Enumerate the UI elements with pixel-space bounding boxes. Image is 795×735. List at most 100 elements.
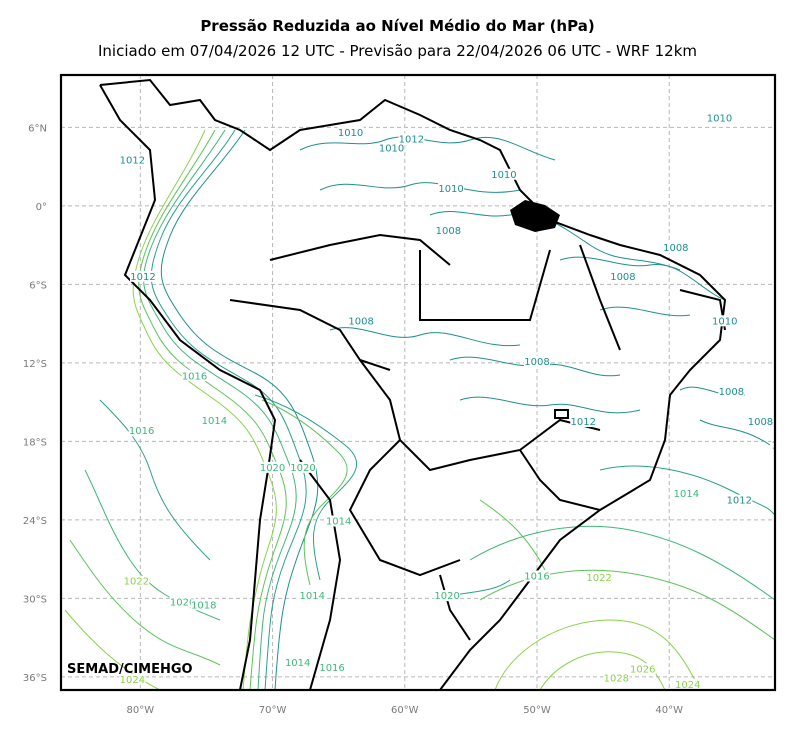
contour-label-bg — [181, 370, 208, 382]
x-tick-label: 50°W — [523, 705, 551, 716]
contour-label: 1010 — [338, 128, 363, 139]
chart-title: Pressão Reduzida ao Nível Médio do Mar (… — [200, 17, 595, 35]
contour-label: 1010 — [772, 441, 795, 452]
contour-label: 1008 — [348, 316, 373, 327]
contour-label: 1010 — [491, 170, 516, 181]
contour-label: 1020 — [260, 463, 285, 474]
contour-label: 1014 — [299, 591, 324, 602]
contour-label: 1008 — [719, 387, 744, 398]
contour-label: 1012 — [571, 417, 596, 428]
contour-label-bg — [434, 590, 461, 602]
contour-label: 1008 — [436, 226, 461, 237]
contour-label: 1012 — [120, 155, 145, 166]
contour-label-bg — [319, 662, 346, 674]
contour-label: 1008 — [524, 357, 549, 368]
y-tick-label: 24°S — [23, 516, 47, 527]
map-frame — [59, 73, 777, 692]
contour-label-bg — [438, 183, 465, 195]
contour-label-bg — [629, 663, 656, 675]
contour-label: 1016 — [182, 371, 207, 382]
contour-label-bg — [299, 590, 326, 602]
contour-label-bg — [259, 461, 286, 473]
contour-label: 1026 — [630, 664, 655, 675]
y-tick-label: 6°N — [28, 123, 47, 134]
chart-subtitle: Iniciado em 07/04/2026 12 UTC - Previsão… — [97, 42, 698, 60]
x-tick-label: 70°W — [259, 705, 287, 716]
contour-label: 1028 — [604, 674, 629, 685]
x-tick-label: 80°W — [127, 705, 155, 716]
contour-label-bg — [726, 494, 753, 506]
contour-label: 1024 — [120, 675, 145, 686]
country-borders — [99, 78, 727, 690]
contour-label-bg — [674, 679, 701, 690]
contour-label-bg — [706, 112, 733, 124]
contour-label: 1016 — [524, 571, 549, 582]
axis-ticks: 80°W 70°W 60°W 50°W 40°W 6°N 0° 6°S 12°S 18°S 24°S… — [23, 123, 683, 716]
contour-label: 1010 — [379, 144, 404, 155]
contour-label-bg — [771, 439, 775, 451]
contour-label: 1024 — [675, 680, 700, 691]
contour-label-bg — [490, 168, 517, 180]
contour-label: 1010 — [707, 113, 732, 124]
contour-label-bg — [662, 242, 689, 254]
contour-label: 1014 — [326, 517, 351, 528]
contour-label: 1012 — [727, 496, 752, 507]
contour-label: 1008 — [663, 243, 688, 254]
contour-label-bg — [348, 315, 375, 327]
contour-label: 1008 — [748, 417, 773, 428]
contour-label-bg — [201, 414, 228, 426]
contour-label: 1014 — [674, 489, 699, 500]
contour-label-bg — [284, 656, 311, 668]
contour-label-bg — [673, 488, 700, 500]
contour-label: 1008 — [610, 272, 635, 283]
contour-label-bg — [435, 225, 462, 237]
y-tick-label: 30°S — [23, 594, 47, 605]
y-tick-label: 36°S — [23, 673, 47, 684]
contour-label-bg — [603, 672, 630, 684]
contour-label-bg — [119, 154, 146, 166]
contour-label: 1022 — [124, 577, 149, 588]
y-tick-label: 18°S — [23, 437, 47, 448]
contour-label: 1012 — [399, 134, 424, 145]
contour-label-bg — [524, 570, 550, 582]
contour-label: 1010 — [712, 316, 737, 327]
contour-label-bg — [123, 575, 150, 587]
contour-label: 1016 — [129, 426, 154, 437]
y-tick-label: 6°S — [29, 280, 47, 291]
contour-label-bg — [337, 126, 364, 138]
contour-label: 1014 — [202, 416, 227, 427]
contour-label: 1020 — [290, 463, 315, 474]
contour-label-bg — [711, 315, 738, 327]
contour-label-bg — [119, 673, 146, 685]
contour-label-group: 1010101010101012101010101008100810081010… — [119, 112, 795, 691]
contour-label-bg — [570, 416, 597, 428]
contour-label-bg — [378, 142, 405, 154]
contour-label-bg — [609, 270, 636, 282]
y-tick-label: 0° — [36, 202, 47, 213]
contour-label-bg — [169, 596, 196, 608]
contour-label-bg — [325, 515, 352, 527]
contour-label-bg — [747, 416, 774, 428]
contour-label: 1020 — [434, 591, 459, 602]
y-tick-label: 12°S — [23, 359, 47, 370]
contour-label: 1014 — [285, 658, 310, 669]
contour-label: 1016 — [319, 663, 344, 674]
contour-label-bg — [524, 355, 550, 367]
contour-label: 1018 — [191, 600, 216, 611]
x-tick-label: 40°W — [655, 705, 683, 716]
contour-label: 1012 — [130, 272, 155, 283]
contour-label-bg — [718, 385, 745, 397]
contour-label: 1010 — [438, 184, 463, 195]
contour-label-bg — [398, 133, 425, 145]
contour-label-bg — [586, 571, 613, 583]
contour-label-bg — [128, 425, 155, 437]
contour-label-bg — [190, 599, 217, 611]
contour-label: 1020 — [170, 598, 195, 609]
contour-label-bg — [129, 270, 156, 282]
contour-label-bg — [289, 461, 316, 473]
grid-lines — [61, 75, 775, 690]
credit-label: SEMAD/CIMEHGO — [67, 662, 193, 677]
contour-label: 1022 — [586, 573, 611, 584]
x-tick-label: 60°W — [391, 705, 419, 716]
